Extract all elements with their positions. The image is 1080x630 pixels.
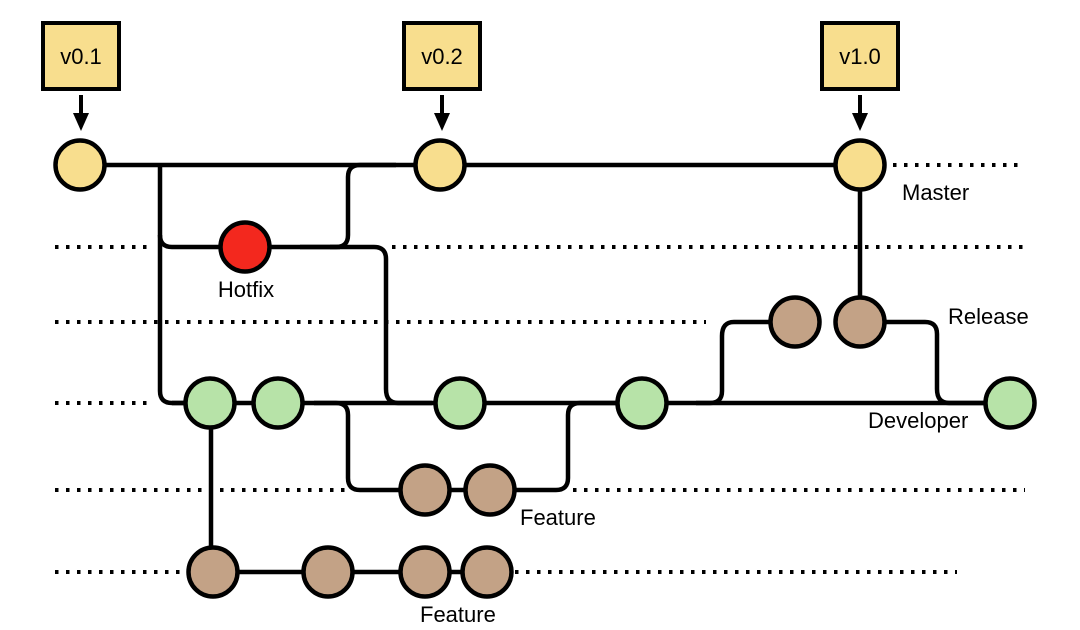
branch-label-master: Master: [902, 180, 969, 205]
feature-upper-merge-line: [425, 400, 640, 493]
feature-lower-commit-3: [398, 545, 452, 599]
developer-commit-1: [183, 376, 237, 430]
developer-commit-3: [433, 376, 487, 430]
tag-box-v1-0: [820, 21, 900, 91]
arrow-down-icon: [852, 95, 868, 131]
tag-label-v1-0: v1.0: [839, 44, 881, 69]
branch-label-feature-upper: Feature: [520, 505, 596, 530]
arrow-down-icon: [73, 95, 89, 131]
tag-v0-1: v0.1: [41, 21, 121, 131]
tag-v0-2: v0.2: [402, 21, 482, 131]
branch-label-hotfix: Hotfix: [218, 277, 274, 302]
feature-upper-branch-line: [314, 400, 428, 493]
feature-lower-commit-1: [186, 545, 240, 599]
release-commit-2: [833, 295, 887, 349]
release-merge-to-developer-line: [858, 319, 1008, 406]
tag-v1-0: v1.0: [820, 21, 900, 131]
release-commit-1: [768, 295, 822, 349]
tag-label-v0-2: v0.2: [421, 44, 463, 69]
master-commit-2: [413, 138, 467, 192]
release-branch-line: [696, 319, 800, 406]
branch-label-release: Release: [948, 304, 1029, 329]
developer-commit-2: [251, 376, 305, 430]
branch-label-feature-lower: Feature: [420, 602, 496, 627]
hotfix-merge-to-master-line: [300, 162, 396, 250]
tag-box-v0-1: [41, 21, 121, 91]
master-to-developer-branch-line: [157, 165, 192, 406]
tag-label-v0-1: v0.1: [60, 44, 102, 69]
feature-lower-commit-2: [301, 545, 355, 599]
feature-lower-commit-4: [460, 545, 514, 599]
arrow-down-icon: [434, 95, 450, 131]
branch-label-developer: Developer: [868, 408, 968, 433]
developer-commit-5: [983, 376, 1037, 430]
feature-upper-commit-1: [398, 463, 452, 517]
master-commit-1: [53, 138, 107, 192]
hotfix-merge-to-developer-line: [330, 244, 432, 406]
developer-commit-4: [615, 376, 669, 430]
feature-upper-commit-2: [463, 463, 517, 517]
tag-box-v0-2: [402, 21, 482, 91]
master-commit-3: [833, 138, 887, 192]
hotfix-branch-line: [157, 234, 340, 250]
hotfix-commit-1: [218, 220, 272, 274]
